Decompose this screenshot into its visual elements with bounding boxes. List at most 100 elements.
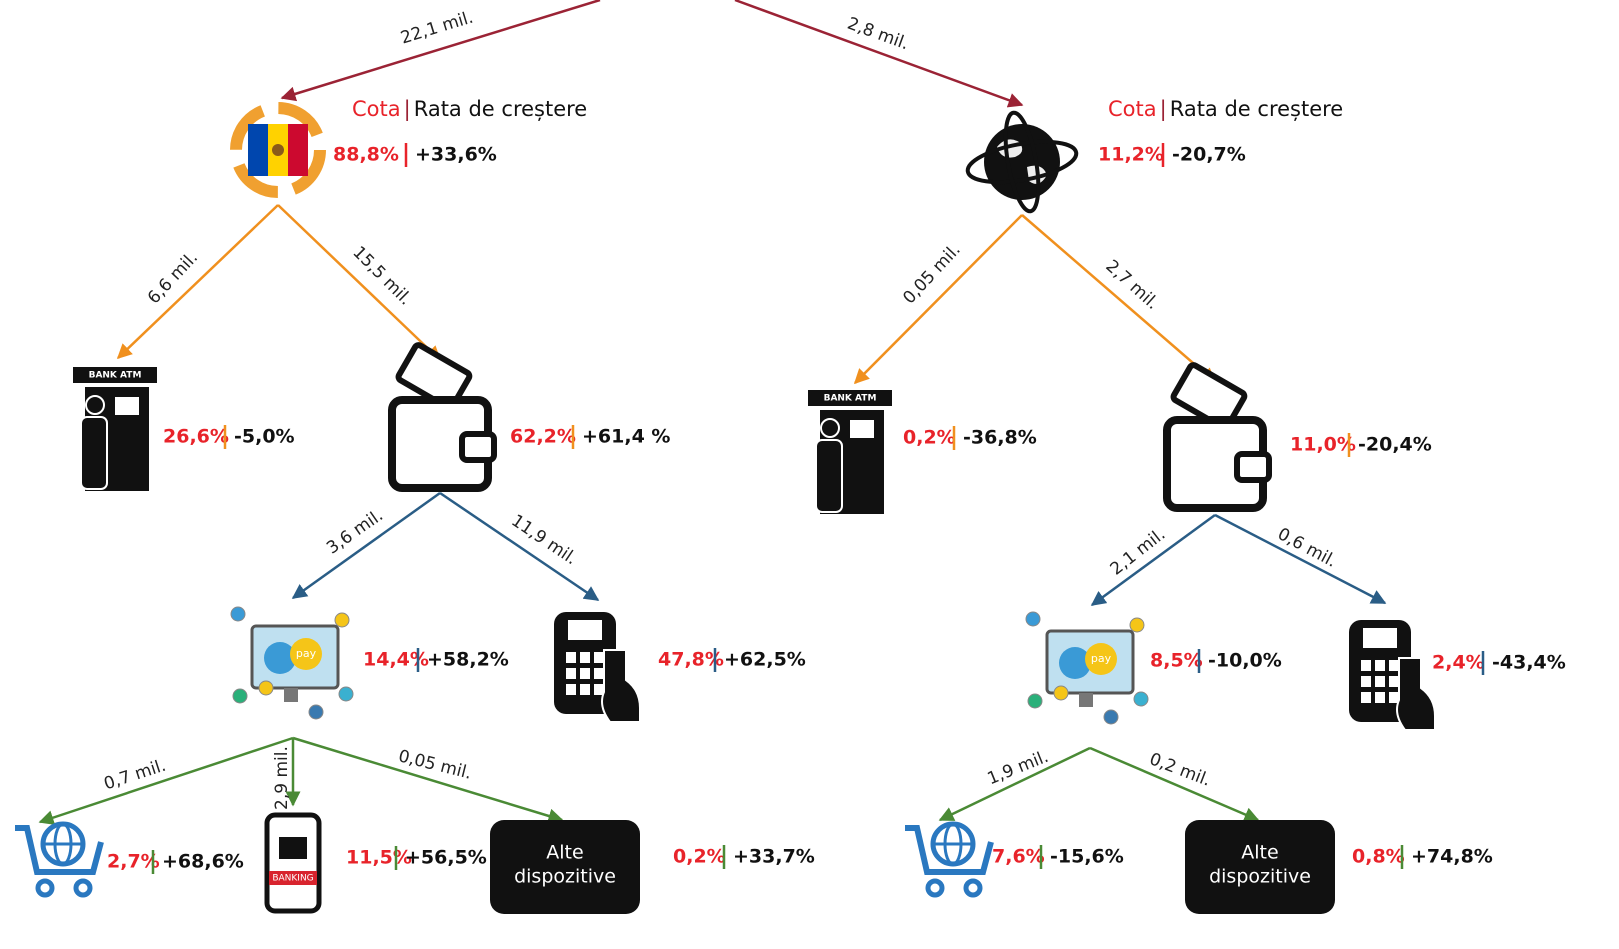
edge-label: 3,6 mil. xyxy=(323,505,387,558)
wallet-icon xyxy=(388,342,497,492)
pos-key xyxy=(594,684,604,695)
box-label: dispozitive xyxy=(1209,866,1311,888)
earth xyxy=(1059,647,1091,679)
growth: -10,0% xyxy=(1208,650,1282,672)
pos-key xyxy=(580,668,590,679)
pos-key xyxy=(1361,660,1371,671)
edge-label: 11,9 mil. xyxy=(507,511,580,569)
legend-growth: Rata de creștere xyxy=(1170,97,1344,121)
share: 0,8% xyxy=(1352,846,1405,868)
pay-label: pay xyxy=(296,647,317,660)
bubble xyxy=(1027,693,1043,709)
person-body xyxy=(80,416,108,490)
bubble xyxy=(1129,617,1145,633)
box-label: dispozitive xyxy=(514,866,616,888)
share: 0,2% xyxy=(903,427,956,449)
edge-label: 15,5 mil. xyxy=(349,243,416,310)
edge xyxy=(1089,746,1260,822)
wheel xyxy=(35,878,55,898)
growth: +68,6% xyxy=(162,851,244,873)
orbit xyxy=(965,139,1079,185)
pos-key xyxy=(1389,676,1399,687)
edge xyxy=(291,491,441,600)
cart xyxy=(905,825,994,875)
earth xyxy=(264,642,296,674)
wheel xyxy=(925,878,945,898)
emblem xyxy=(272,144,284,156)
pos-key xyxy=(1375,660,1385,671)
share: 2,7% xyxy=(107,851,160,873)
hand xyxy=(1396,657,1436,731)
share: 62,2% xyxy=(510,426,576,448)
edge xyxy=(1021,214,1217,383)
growth: +62,5% xyxy=(724,649,806,671)
pos-screen xyxy=(1363,628,1397,648)
phone xyxy=(264,812,322,914)
share: 88,8% xyxy=(333,144,399,166)
person-head xyxy=(85,395,105,415)
growth: +33,7% xyxy=(733,846,815,868)
bubble xyxy=(1133,691,1149,707)
share: 47,8% xyxy=(658,649,724,671)
growth: -5,0% xyxy=(234,426,295,448)
pos-key xyxy=(566,684,576,695)
edge xyxy=(116,204,279,360)
box-label: Alte xyxy=(1241,842,1278,864)
wallet-clasp xyxy=(459,431,497,463)
box xyxy=(490,820,640,914)
pos-key xyxy=(1361,692,1371,703)
cart-icon xyxy=(15,821,104,898)
edge-label: 2,7 mil. xyxy=(1102,256,1163,314)
share: 2,4% xyxy=(1432,652,1485,674)
wheel xyxy=(963,878,983,898)
bubble xyxy=(334,612,350,628)
wheel xyxy=(73,878,93,898)
edge xyxy=(1214,513,1387,605)
ring xyxy=(230,102,326,198)
pos-key xyxy=(594,652,604,663)
pay-coin xyxy=(1085,643,1117,675)
pos-icon xyxy=(1349,620,1436,731)
growth: +33,6% xyxy=(415,144,497,166)
box-label: Alte xyxy=(546,842,583,864)
share: 11,5% xyxy=(346,847,412,869)
hand xyxy=(601,649,641,723)
computer-icon: pay xyxy=(230,606,354,720)
edge-label: 2,9 mil. xyxy=(272,746,292,810)
legend-share: Cota xyxy=(352,97,401,121)
computer-icon: pay xyxy=(1025,611,1149,725)
bubble xyxy=(308,704,324,720)
pos-key xyxy=(594,668,604,679)
pos-key xyxy=(566,668,576,679)
flag-blue xyxy=(248,124,268,176)
edge-label: 6,6 mil. xyxy=(144,248,202,308)
pos-key xyxy=(580,652,590,663)
stand xyxy=(1079,693,1093,707)
bubble xyxy=(338,686,354,702)
share: 26,6% xyxy=(163,426,229,448)
edge xyxy=(277,204,442,362)
globe-icon xyxy=(965,110,1079,214)
bubble xyxy=(1103,709,1119,725)
legend: Cota | Rata de creștere xyxy=(1108,97,1343,122)
legend-share: Cota xyxy=(1108,97,1157,121)
wallet-clasp xyxy=(1234,451,1272,483)
bubble xyxy=(232,688,248,704)
pay-coin xyxy=(290,638,322,670)
share: 11,0% xyxy=(1290,434,1356,456)
growth: -20,4% xyxy=(1358,434,1432,456)
edge xyxy=(439,491,600,602)
edge-label: 0,6 mil. xyxy=(1274,524,1340,572)
bank xyxy=(279,837,307,859)
stand xyxy=(284,688,298,702)
legend-growth: Rata de creștere xyxy=(414,97,588,121)
edge-label: 0,05 mil. xyxy=(899,240,965,308)
cart-icon xyxy=(905,821,994,898)
pos-key xyxy=(1375,692,1385,703)
edge xyxy=(292,736,564,824)
growth: +74,8% xyxy=(1411,846,1493,868)
